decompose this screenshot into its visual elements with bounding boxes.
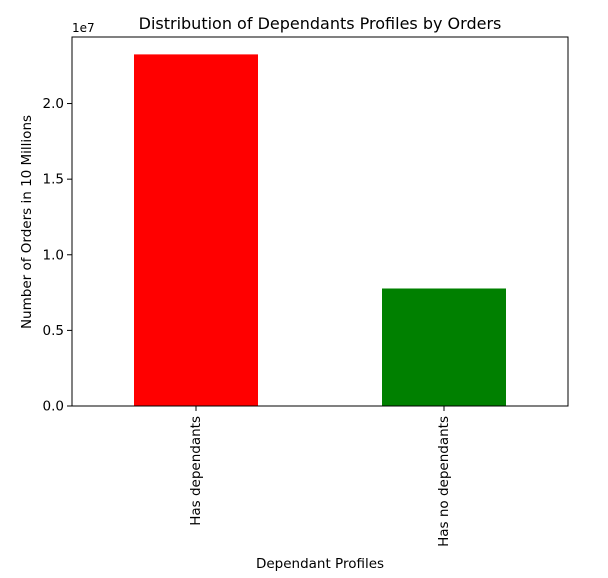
y-tick-label: 1.0: [43, 247, 64, 263]
bar-has-no-dependants: [382, 288, 506, 406]
bar-has-dependants: [134, 54, 258, 407]
x-axis-label: Dependant Profiles: [256, 556, 384, 572]
y-tick-label: 1.5: [43, 172, 64, 188]
bars-group: [134, 54, 506, 407]
y-tick-label: 0.0: [43, 399, 64, 415]
y-axis-offset-label: 1e7: [72, 21, 95, 35]
y-tick-label: 2.0: [43, 96, 64, 112]
plot-frame: [71, 36, 569, 407]
chart-title: Distribution of Dependants Profiles by O…: [139, 14, 502, 33]
y-axis-label: Number of Orders in 10 Millions: [19, 115, 35, 329]
x-tick-label: Has dependants: [188, 416, 204, 526]
x-tick-label: Has no dependants: [436, 416, 452, 547]
y-axis: 0.0 0.5 1.0 1.5 2.0: [43, 96, 72, 415]
y-tick-label: 0.5: [43, 323, 64, 339]
x-axis: Has dependants Has no dependants: [188, 406, 452, 547]
